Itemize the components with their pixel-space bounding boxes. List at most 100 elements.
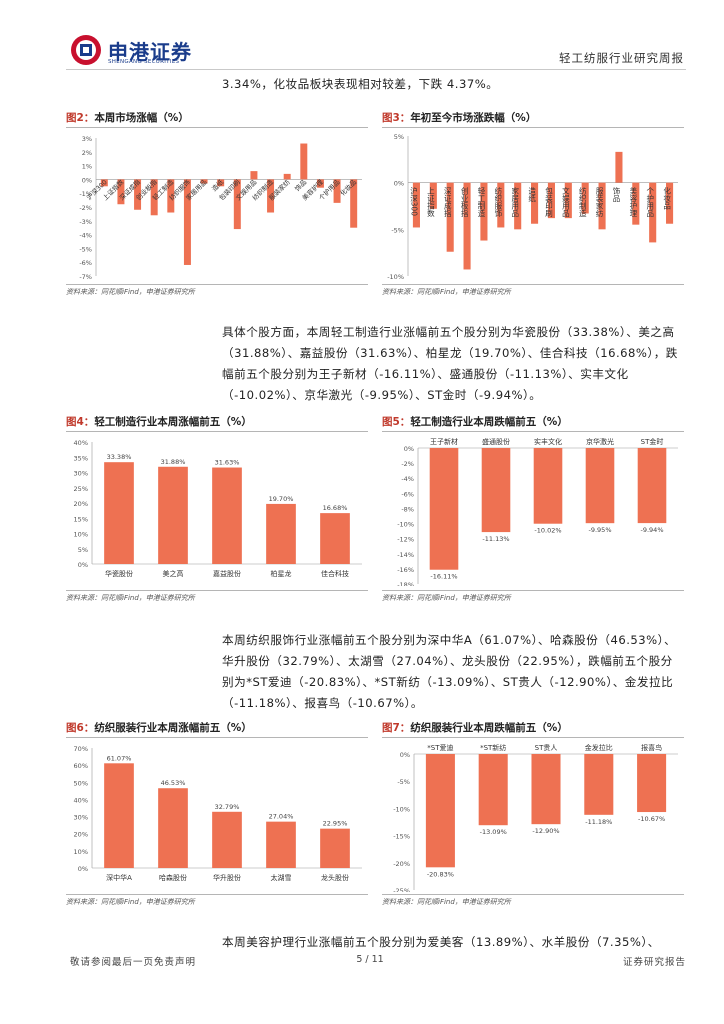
bar (478, 754, 508, 826)
data-label: -20.83% (427, 870, 454, 878)
bar (564, 182, 572, 219)
bar (333, 179, 341, 203)
category-label: 沪深300 (409, 185, 418, 216)
y-tick-label: 20% (74, 831, 88, 839)
bar (212, 467, 242, 564)
bar (581, 182, 589, 214)
bar (183, 179, 191, 265)
paragraph-beauty: 本周美容护理行业涨幅前五个股分别为爱美客（13.89%）、水羊股份（7.35%）… (222, 935, 660, 949)
figure-source: 资料来源：同花顺iFind，申港证券研究所 (382, 590, 684, 603)
bar (212, 811, 242, 868)
y-tick-label: 10% (74, 531, 88, 539)
y-tick-label: 2% (82, 149, 92, 157)
figure-source: 资料来源：同花顺iFind，申港证券研究所 (66, 284, 368, 297)
bar (463, 182, 471, 270)
bar (584, 754, 614, 815)
bar (598, 182, 606, 230)
fig3-chart: 5% 0% -5% -10% 沪深300 上证指数 深证成指 创业板指 轻工制造 纺织服饰 家居用品… (387, 133, 678, 281)
y-tick-label: -16% (397, 566, 414, 574)
category-label: *ST新纺 (480, 743, 506, 752)
bar (649, 182, 657, 243)
figure-source: 资料来源：同花顺iFind，申港证券研究所 (66, 894, 368, 907)
figure-4: 图4：轻工制造行业本周涨幅前五（%） 40% 35% 30% 25% 20% 15% 10%… (66, 414, 368, 604)
bar (412, 182, 420, 228)
data-label: 32.79% (215, 803, 240, 811)
bar (666, 182, 674, 224)
bar (533, 448, 563, 524)
data-label: -11.18% (585, 818, 612, 826)
bar (316, 179, 324, 188)
bar (100, 179, 108, 187)
y-tick-label: -4% (79, 232, 92, 240)
figure-title: 图5：轻工制造行业本周跌幅前五（%） (382, 414, 684, 432)
y-tick-label: 0% (78, 865, 88, 873)
figure-title: 图3：年初至今市场涨跌幅（%） (382, 110, 684, 128)
data-label: -11.13% (482, 535, 509, 543)
y-tick-label: 60% (74, 762, 88, 770)
category-label: 华瓷股份 (105, 569, 133, 578)
category-label: 纺织服饰 (494, 185, 503, 218)
data-label: -16.11% (430, 573, 457, 581)
page-header: 申港证券 SHENGANG SECURITIES 轻工纺服行业研究周报 (66, 30, 686, 70)
data-label: 46.53% (161, 779, 186, 787)
figure-7: 图7：纺织服装行业本周跌幅前五（%） 0% -5% -10% -15% -20% -25%… (382, 720, 684, 910)
y-tick-label: -5% (391, 226, 404, 234)
bar (200, 179, 208, 184)
data-label: 16.68% (323, 504, 348, 512)
y-tick-label: 40% (74, 439, 88, 447)
category-label: 盛通股份 (482, 437, 510, 446)
footer-doc-type: 证券研究报告 (622, 957, 686, 968)
bar (167, 179, 175, 213)
y-tick-label: -20% (393, 860, 410, 868)
category-label: 实丰文化 (534, 437, 562, 446)
category-label: 美容护理 (629, 185, 638, 217)
data-label: 61.07% (107, 754, 132, 762)
figure-2: 图2：本周市场涨幅（%） 3% 2% 1% 0% -1% -2% -3% -4% -5% -6% -… (66, 110, 368, 300)
fig4-chart: 40% 35% 30% 25% 20% 15% 10% 5% 0% 33.38% 华瓷股份 31.88… (74, 439, 362, 578)
category-label: 服装家纺 (595, 186, 604, 218)
data-label: -10.67% (638, 815, 665, 823)
y-tick-label: -5% (397, 778, 410, 786)
bar (615, 151, 623, 183)
fig7-chart: 0% -5% -10% -15% -20% -25% -20.83% *ST爱迪 -13.09%… (393, 743, 678, 892)
figure-source: 资料来源：同花顺iFind，申港证券研究所 (382, 284, 684, 297)
y-tick-label: 3% (82, 135, 92, 143)
bar (233, 179, 241, 230)
bar (425, 754, 455, 868)
figure-6: 图6：纺织服装行业本周涨幅前五（%） 70% 60% 50% 40% 30% 20% 10%… (66, 720, 368, 910)
y-tick-label: -10% (397, 521, 414, 529)
y-tick-label: 30% (74, 470, 88, 478)
bar (497, 182, 505, 228)
figure-3: 图3：年初至今市场涨跌幅（%） 5% 0% -5% -10% 沪深300 上证指数 深证成指… (382, 110, 684, 300)
y-tick-label: 0% (400, 751, 410, 759)
category-label: 哈森股份 (159, 873, 187, 882)
shengang-logo-icon (71, 35, 101, 65)
y-tick-label: -10% (393, 805, 410, 813)
bar (266, 503, 296, 564)
bar (514, 182, 522, 230)
figure-5: 图5：轻工制造行业本周跌幅前五（%） 0% -2% -4% -6% -8% -10% -12… (382, 414, 684, 604)
category-label: 家居用品 (510, 185, 519, 218)
category-label: 上证指数 (426, 186, 435, 218)
bar (637, 448, 667, 524)
data-label: 22.95% (323, 820, 348, 828)
category-label: 文娱用品 (561, 185, 570, 218)
bar (158, 466, 188, 564)
bar (320, 828, 350, 868)
category-label: 纺织制造 (578, 185, 587, 218)
category-label: 报喜鸟 (641, 743, 662, 752)
data-label: 27.04% (269, 813, 294, 821)
category-label: 深证成指 (443, 186, 452, 218)
category-label: ST金时 (641, 437, 664, 446)
figure-source: 资料来源：同花顺iFind，申港证券研究所 (382, 894, 684, 907)
y-tick-label: 50% (74, 779, 88, 787)
y-tick-label: 15% (74, 515, 88, 523)
figure-title: 图4：轻工制造行业本周涨幅前五（%） (66, 414, 368, 432)
y-tick-label: -14% (397, 551, 414, 559)
y-tick-label: 1% (82, 163, 92, 171)
data-label: 31.88% (161, 458, 186, 466)
category-label: 金发拉比 (585, 743, 613, 752)
category-label: 王子新材 (430, 437, 458, 446)
fig6-chart: 70% 60% 50% 40% 30% 20% 10% 0% 61.07% 深中华A 46.53% 哈… (74, 745, 362, 882)
category-label: 京华激光 (586, 437, 614, 446)
